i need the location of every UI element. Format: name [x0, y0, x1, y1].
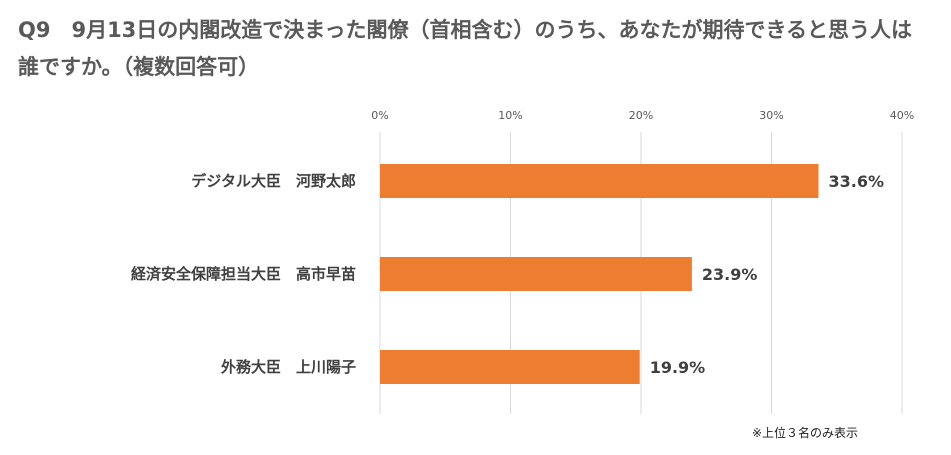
footnote: ※上位３名のみ表示: [752, 426, 859, 440]
x-tick-label: 20%: [629, 109, 653, 122]
chart-title: Q9 9月13日の内閣改造で決まった閣僚（首相含む）のうち、あなたが期待できると…: [18, 18, 913, 79]
x-tick-label: 40%: [890, 109, 914, 122]
x-axis-ticks: 0% 10% 20% 30% 40%: [371, 109, 914, 122]
x-tick-label: 10%: [498, 109, 522, 122]
bars: [380, 164, 819, 384]
category-label: デジタル大臣 河野太郎: [191, 172, 356, 190]
x-tick-label: 30%: [759, 109, 783, 122]
category-label: 経済安全保障担当大臣 高市早苗: [131, 265, 356, 283]
value-label: 33.6%: [828, 172, 884, 191]
category-label: 外務大臣 上川陽子: [220, 358, 356, 376]
value-label: 23.9%: [702, 265, 758, 284]
value-label: 19.9%: [650, 358, 706, 377]
x-tick-label: 0%: [371, 109, 388, 122]
value-labels: 33.6% 23.9% 19.9%: [650, 172, 884, 377]
bar: [380, 164, 819, 198]
bar: [380, 257, 692, 291]
bar: [380, 350, 640, 384]
